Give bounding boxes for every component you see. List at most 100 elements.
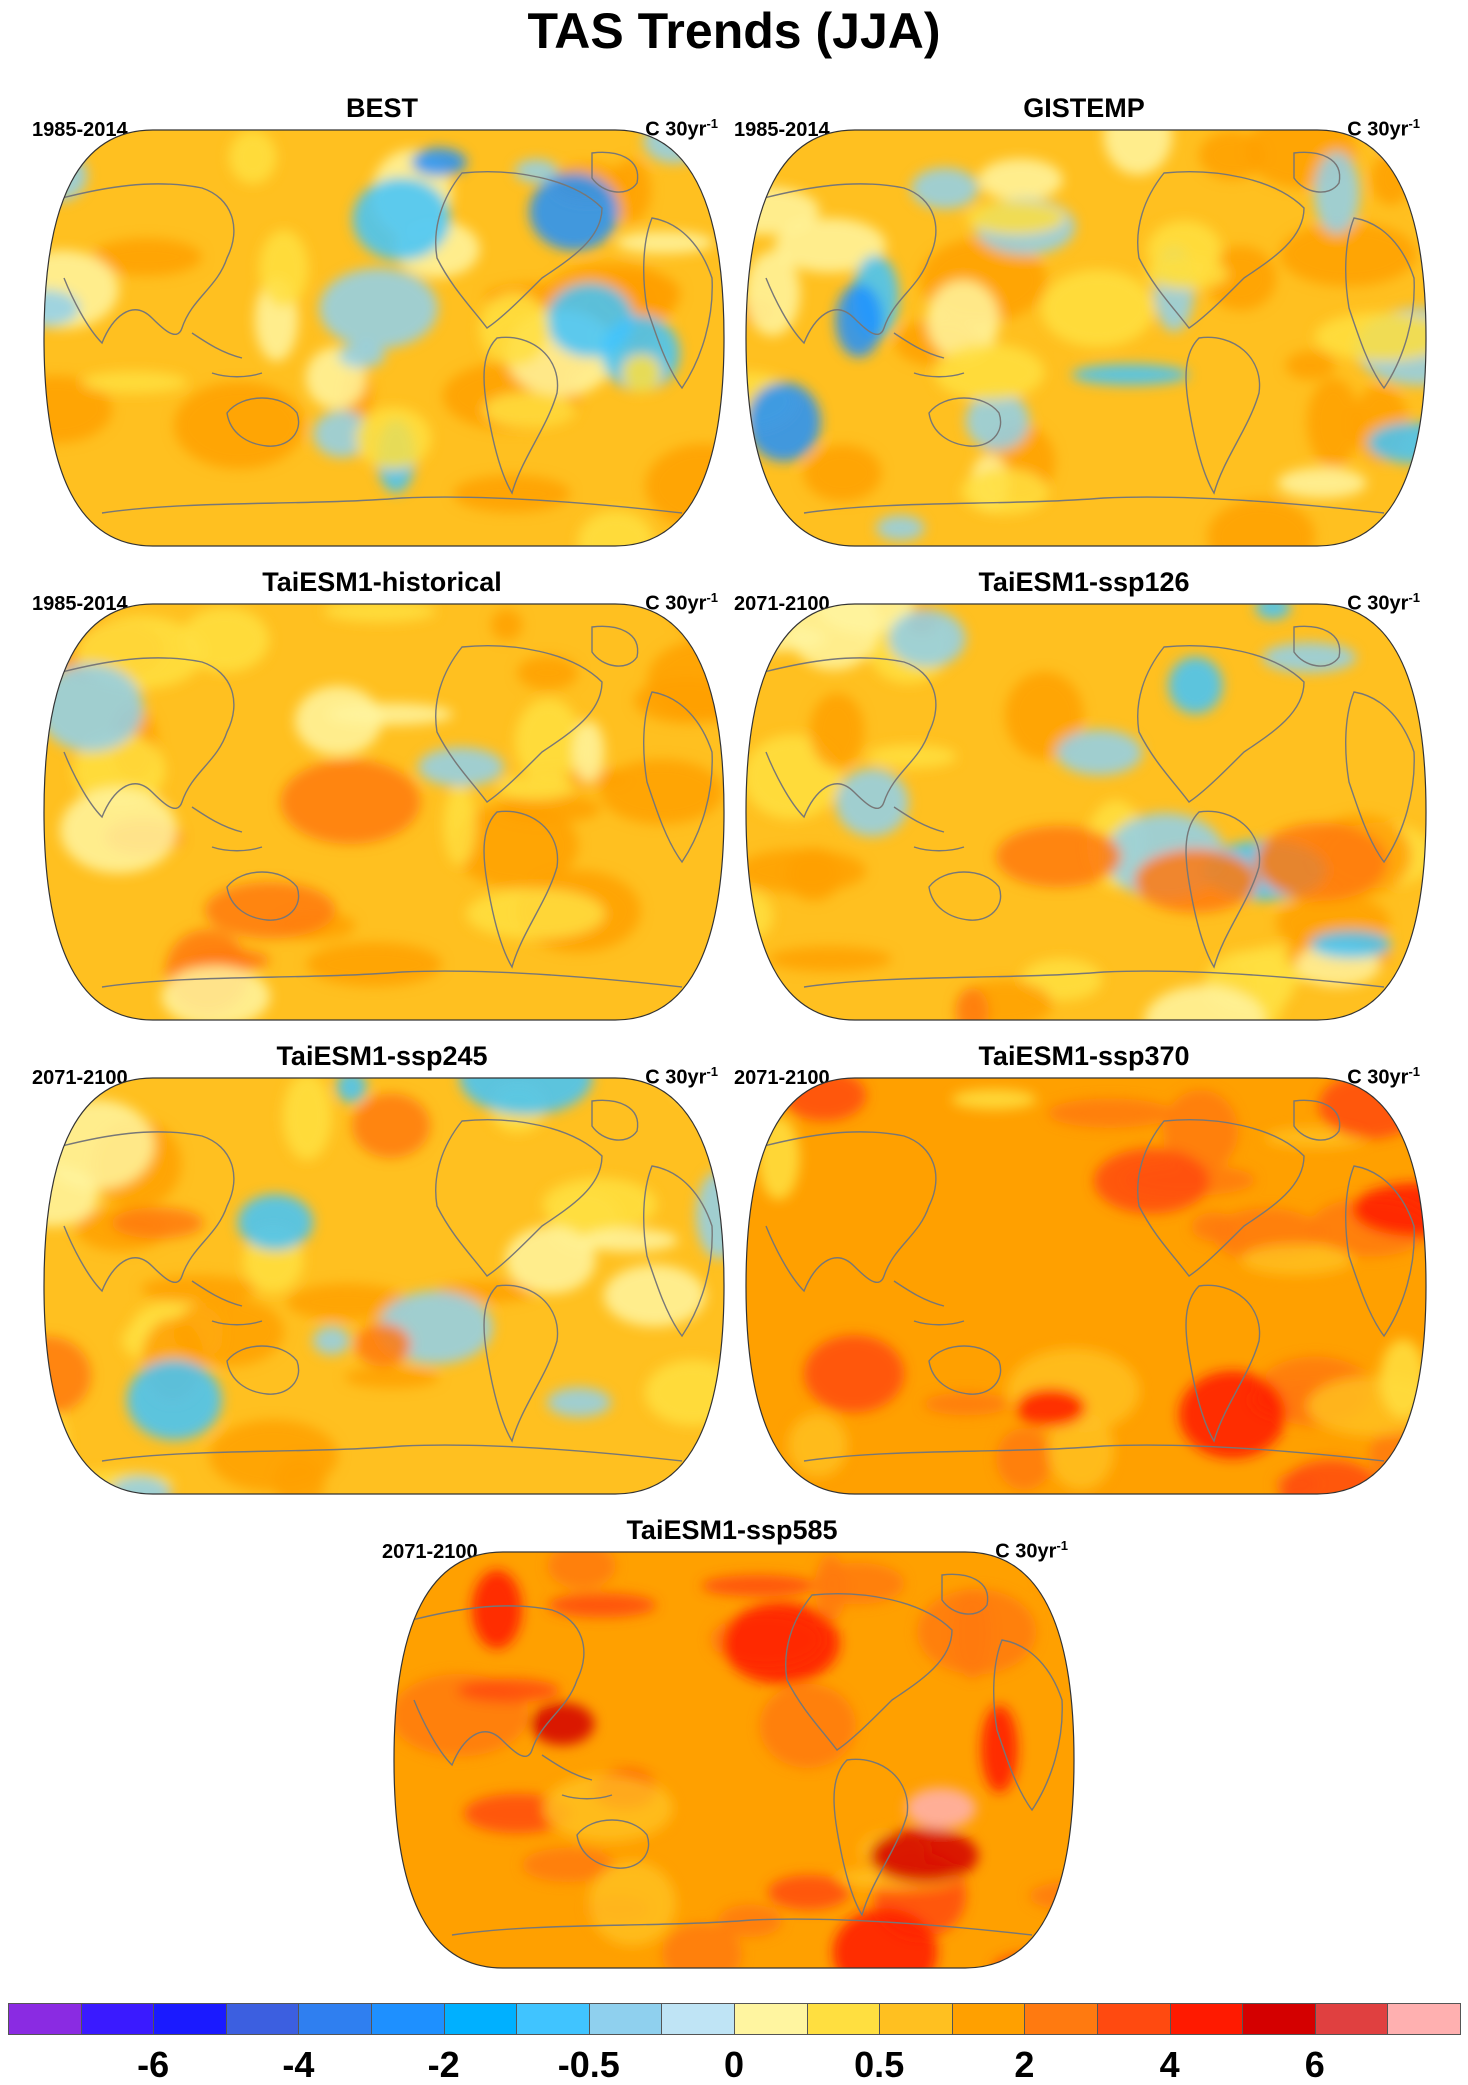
- coastline: [763, 1131, 937, 1293]
- coastline: [61, 657, 235, 819]
- coastline: [1293, 151, 1341, 193]
- trend-field: [758, 1078, 1426, 1494]
- coastline: [191, 1280, 263, 1326]
- panel-units: C 30yr-1: [995, 1538, 1068, 1563]
- world-map: [745, 1077, 1427, 1495]
- coastline: [1293, 1099, 1341, 1141]
- coastline: [763, 657, 937, 819]
- colorbar-swatch: [516, 2003, 590, 2035]
- figure-title: TAS Trends (JJA): [527, 3, 941, 59]
- coastline: [226, 1345, 300, 1395]
- coastline: [101, 970, 683, 988]
- colorbar-swatch: [80, 2003, 155, 2035]
- coastline: [1293, 625, 1341, 667]
- map-outline: [745, 129, 1427, 547]
- coastline: [928, 1345, 1002, 1395]
- panel-title: TaiESM1-ssp245: [276, 1041, 488, 1071]
- coastline: [833, 1758, 909, 1917]
- coastline: [591, 151, 639, 193]
- coastline: [1345, 691, 1415, 864]
- map-outline: [43, 129, 725, 547]
- coastlines: [763, 151, 1415, 514]
- coastline: [1185, 336, 1261, 495]
- panel-period: 2071-2100: [734, 593, 830, 615]
- colorbar-swatch: [661, 2003, 735, 2035]
- colorbar-tick-label: 0: [723, 2044, 745, 2085]
- coastline: [591, 1099, 639, 1141]
- colorbar-tick-label: -2: [427, 2044, 460, 2085]
- coastline: [1185, 1284, 1261, 1443]
- colorbar-tick-label: -6: [137, 2044, 170, 2085]
- colorbar-swatch: [588, 2003, 663, 2035]
- panel-title: TaiESM1-ssp126: [978, 567, 1190, 597]
- coastline: [61, 1131, 235, 1293]
- coastlines: [61, 1099, 713, 1462]
- panel-title: TaiESM1-historical: [262, 567, 502, 597]
- coastline: [226, 397, 300, 447]
- colorbar-swatch: [1097, 2003, 1171, 2035]
- colorbar-tick-label: -4: [282, 2044, 315, 2085]
- coastlines: [763, 1099, 1415, 1462]
- map-panel: TaiESM1-ssp126 2071-2100 C 30yr-1: [734, 566, 1434, 1036]
- world-map: [745, 129, 1427, 547]
- coastline: [101, 496, 683, 514]
- colorbar-swatch: [1242, 2003, 1316, 2035]
- panel-units: C 30yr-1: [1347, 590, 1420, 615]
- coastlines: [763, 625, 1415, 988]
- coastline: [61, 183, 235, 345]
- coastline: [576, 1819, 650, 1869]
- coastline: [1137, 1119, 1305, 1277]
- coastline: [191, 332, 263, 378]
- colorbar-tick-label: 0.5: [854, 2044, 905, 2085]
- coastline: [643, 691, 713, 864]
- world-map: [43, 129, 725, 547]
- coastline: [1137, 171, 1305, 329]
- coastline: [941, 1573, 989, 1615]
- panel-units: C 30yr-1: [1347, 1064, 1420, 1089]
- map-outline: [43, 1077, 725, 1495]
- world-map: [745, 603, 1427, 1021]
- colorbar-swatch: [806, 2003, 881, 2035]
- coastline: [928, 871, 1002, 921]
- map-outline: [43, 603, 725, 1021]
- coastline: [591, 625, 639, 667]
- coastline: [893, 806, 965, 852]
- coastline: [541, 1754, 613, 1800]
- world-map: [43, 603, 725, 1021]
- coastline: [643, 1165, 713, 1338]
- map-panel: TaiESM1-ssp245 2071-2100 C 30yr-1: [32, 1040, 732, 1510]
- colorbar-tick-label: 4: [1159, 2044, 1180, 2085]
- panel-units: C 30yr-1: [645, 1064, 718, 1089]
- colorbar-swatch: [298, 2003, 372, 2035]
- coastline: [101, 1444, 683, 1462]
- coastline: [893, 332, 965, 378]
- map-outline: [745, 1077, 1427, 1495]
- coastline: [785, 1593, 953, 1751]
- world-map: [43, 1077, 725, 1495]
- trend-field: [44, 130, 724, 546]
- colorbar-swatch: [879, 2003, 953, 2035]
- map-panel: TaiESM1-ssp585 2071-2100 C 30yr-1: [382, 1514, 1082, 1984]
- colorbar: [8, 2003, 1461, 2037]
- coastline: [803, 1444, 1385, 1462]
- coastline: [993, 1639, 1063, 1812]
- colorbar-tick-label: 2: [1014, 2044, 1035, 2085]
- map-panel: TaiESM1-historical 1985-2014 C 30yr-1: [32, 566, 732, 1036]
- map-panel: TaiESM1-ssp370 2071-2100 C 30yr-1: [734, 1040, 1434, 1510]
- coastline: [763, 183, 937, 345]
- coastline: [893, 1280, 965, 1326]
- coastlines: [61, 151, 713, 514]
- coastline: [1137, 645, 1305, 803]
- trend-field: [44, 604, 724, 1020]
- coastline: [483, 1284, 559, 1443]
- coastline: [928, 397, 1002, 447]
- panel-period: 1985-2014: [32, 593, 128, 615]
- coastline: [643, 217, 713, 390]
- colorbar-swatch: [1169, 2003, 1244, 2035]
- panel-period: 1985-2014: [734, 119, 830, 141]
- colorbar-tick-label: 6: [1304, 2044, 1325, 2085]
- coastline: [1185, 810, 1261, 969]
- colorbar-swatch: [153, 2003, 227, 2035]
- colorbar-swatch: [1387, 2003, 1461, 2035]
- panel-title: TaiESM1-ssp585: [626, 1515, 838, 1545]
